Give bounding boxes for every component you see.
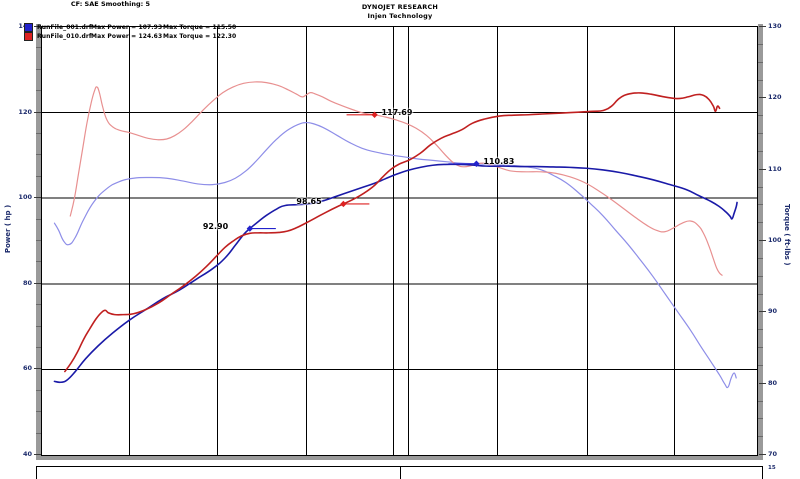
legend-row[interactable]: RunFile_001.drf Max Power = 107.93 Max T… [24,23,236,32]
legend-swatch-run2 [24,32,33,41]
chart-plot-area[interactable] [41,26,758,456]
right-minor-tick [758,186,763,188]
right-minor-tick [758,293,763,295]
left-minor-tick [36,347,41,348]
left-tick-label: 80 [22,278,32,287]
left-minor-tick [36,432,41,434]
annotation-label: 98.65 [296,196,322,206]
left-minor-tick [36,47,41,49]
left-tick-label: 40 [22,450,32,458]
right-minor-tick [758,204,763,206]
right-tick-label: 100 [768,236,782,244]
legend-file-run2: RunFile_010.drf [37,33,92,40]
left-tick-mark [34,197,41,199]
right-minor-tick [758,257,763,259]
right-minor-tick [758,79,763,81]
right-tick-mark [759,26,766,27]
right-minor-tick [758,43,763,45]
chart-legend: RunFile_001.drf Max Power = 107.93 Max T… [24,23,236,41]
legend-maxtorque-run1: Max Torque = 115.50 [163,24,237,31]
left-minor-tick [36,389,41,391]
right-tick-mark [759,97,766,99]
right-tick-mark [759,454,766,455]
right-axis-title: Torque ( ft-lbs ) [783,204,791,266]
right-minor-tick [758,133,763,134]
right-tick-label: 70 [768,450,778,458]
annotation-label: 117.69 [381,107,413,117]
right-minor-tick [758,436,763,438]
legend-maxpower-run2: Max Power = 124.63 [91,33,163,40]
left-minor-tick [36,411,41,413]
secondary-axis-divider [399,467,401,479]
right-tick-mark [759,240,766,241]
annotation-label: 92.90 [202,221,229,231]
legend-file-run1: RunFile_001.drf [37,24,92,31]
legend-maxtorque-run2: Max Torque = 122.30 [163,33,237,40]
left-tick-mark [34,26,41,27]
right-minor-tick [758,347,763,348]
right-minor-tick [758,115,763,117]
right-axis-bar [758,24,763,459]
left-tick-mark [34,454,41,455]
bottom-right-tick-label: 15 [768,465,776,471]
right-tick-label: 120 [768,93,782,102]
left-axis-title: Power ( hp ) [4,204,12,254]
right-minor-tick [758,400,763,402]
left-tick-label: 60 [22,364,32,373]
left-tick-mark [34,282,41,284]
annotation-label: 110.83 [483,156,515,166]
left-tick-label: 100 [18,193,32,202]
right-tick-label: 90 [768,307,778,316]
left-minor-tick [36,154,41,156]
page-title: DYNOJET RESEARCH [361,3,439,11]
left-minor-tick [36,240,41,241]
left-minor-tick [36,304,41,306]
legend-maxpower-run1: Max Power = 107.93 [91,24,163,31]
right-minor-tick [758,222,763,224]
left-minor-tick [36,133,41,134]
left-minor-tick [36,68,41,70]
right-tick-label: 110 [768,164,782,173]
right-tick-mark [759,311,766,313]
legend-swatch-run1 [24,23,33,32]
secondary-axis-strip [36,466,763,479]
right-minor-tick [758,61,763,63]
right-tick-label: 80 [768,378,778,387]
right-minor-tick [758,418,763,420]
legend-row[interactable]: RunFile_010.drf Max Power = 124.63 Max T… [24,32,236,41]
bottom-axis-bar [36,455,763,460]
left-minor-tick [36,261,41,263]
right-minor-tick [758,275,763,277]
left-tick-label: 120 [18,107,32,116]
left-tick-mark [34,111,41,113]
left-minor-tick [36,90,41,92]
right-tick-mark [759,168,766,170]
right-minor-tick [758,364,763,366]
left-minor-tick [36,325,41,327]
left-minor-tick [36,218,41,220]
right-minor-tick [758,150,763,152]
page-subtitle: Injen Technology [367,12,433,20]
left-axis-bar [36,24,41,459]
correction-factor-info: CF: SAE Smoothing: 5 [70,0,150,8]
left-tick-mark [34,368,41,370]
right-tick-mark [759,382,766,384]
right-minor-tick [758,329,763,331]
left-minor-tick [36,175,41,177]
chart-canvas [42,27,757,455]
right-tick-label: 130 [768,22,782,30]
